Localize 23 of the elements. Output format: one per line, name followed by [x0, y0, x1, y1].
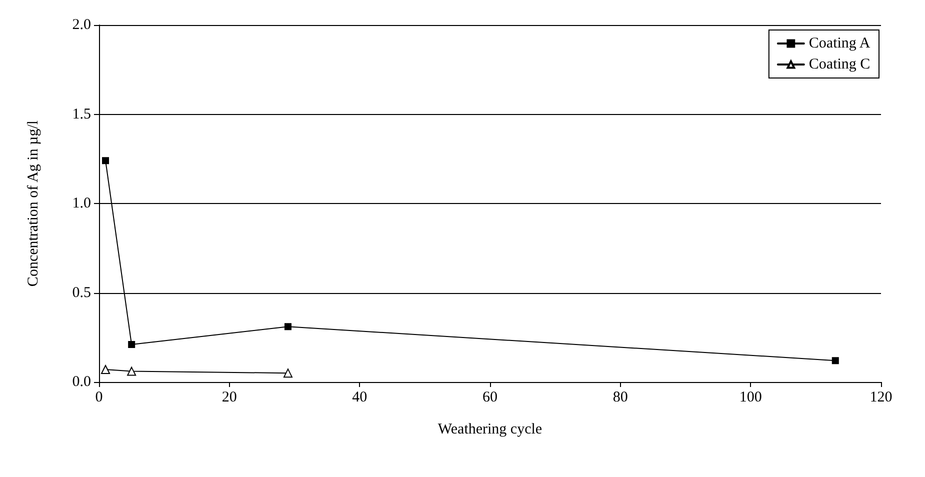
point [283, 368, 292, 378]
y-tick-label: 1.5 [72, 106, 91, 122]
x-tick-label: 120 [870, 390, 892, 406]
x-axis-title: Weathering cycle [438, 422, 542, 438]
x-tick-label: 0 [95, 390, 103, 406]
y-tick-label: 1.0 [72, 196, 91, 212]
point [284, 323, 292, 330]
x-tick-label: 80 [612, 390, 628, 406]
x-tick-label: 100 [739, 390, 762, 406]
legend-label: Coating C [808, 56, 870, 72]
point [128, 341, 136, 348]
y-tick-label: 0.5 [72, 284, 91, 301]
point [101, 365, 110, 374]
legend-label: Coating A [808, 36, 870, 52]
y-tick-label: 0.0 [72, 374, 91, 390]
point [127, 366, 136, 376]
y-axis-title: Concentration of Ag in µg/l [26, 120, 42, 287]
y-tick-label: 2.0 [72, 17, 91, 33]
point [832, 357, 839, 364]
x-tick-label: 40 [352, 390, 368, 406]
x-tick-label: 20 [222, 390, 237, 406]
point [102, 157, 110, 164]
x-tick-label: 60 [482, 390, 498, 406]
